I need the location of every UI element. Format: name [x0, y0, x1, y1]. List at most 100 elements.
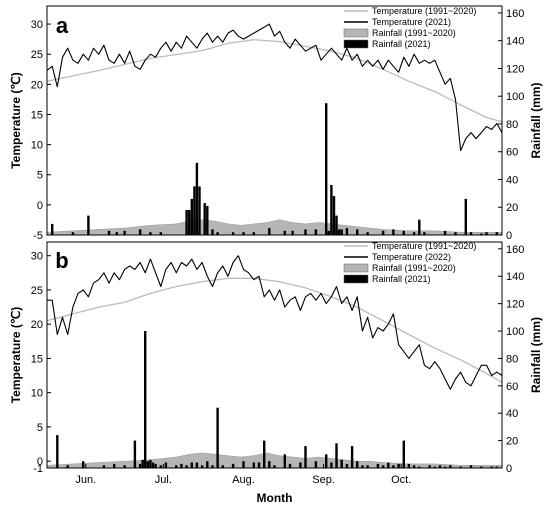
- rainfall-bar: [397, 463, 400, 468]
- legend-swatch: [343, 28, 369, 38]
- rainfall-bar: [115, 232, 118, 235]
- rainfall-bar: [200, 465, 204, 468]
- rainfall-bar: [146, 461, 149, 468]
- rainfall-bar: [190, 462, 193, 468]
- rainfall-bar: [412, 465, 416, 468]
- right-tick-label: 160: [506, 8, 524, 20]
- rainfall-bar: [314, 229, 318, 235]
- rainfall-bar: [423, 232, 426, 235]
- rainfall-bar: [113, 463, 116, 468]
- rainfall-bar: [242, 232, 245, 235]
- rainfall-bar: [402, 230, 405, 235]
- left-tick-label: 5: [37, 422, 43, 434]
- x-tick-label: Jul.: [155, 474, 172, 486]
- rainfall-bar: [443, 230, 447, 235]
- legend-label: Rainfall (1991~2020): [372, 28, 456, 38]
- x-tick-label: Aug.: [232, 474, 255, 486]
- series-line-temperature-2022: [47, 255, 503, 390]
- rainfall-bar: [480, 233, 483, 235]
- legend-label: Rainfall (2021): [372, 39, 431, 49]
- rainfall-bar: [304, 229, 307, 235]
- legend: Temperature (1991~2020)Temperature (2021…: [343, 6, 476, 49]
- plot-frame: [46, 5, 503, 236]
- rainfall-bar: [273, 465, 276, 468]
- right-tick-label: 80: [506, 119, 518, 131]
- left-tick-label: 20: [31, 319, 43, 331]
- rainfall-bar: [82, 461, 85, 468]
- rainfall-bar: [188, 210, 191, 235]
- rainfall-bar: [252, 462, 255, 468]
- y-axis-label-left: Temperature (℃): [9, 72, 23, 169]
- rainfall-bar: [195, 462, 199, 468]
- rainfall-bar: [443, 466, 447, 468]
- legend-swatch: [343, 39, 369, 49]
- right-tick-label: 20: [506, 436, 518, 448]
- rainfall-bar: [138, 229, 142, 235]
- left-tick-label: 30: [31, 19, 43, 31]
- rainfall-bar: [51, 223, 54, 235]
- rainfall-bar: [263, 440, 266, 468]
- right-tick-label: 40: [506, 408, 518, 420]
- rainfall-bar: [356, 461, 359, 468]
- rainfall-bar: [138, 463, 142, 468]
- legend-swatch: [343, 274, 369, 284]
- rainfall-bar: [291, 230, 294, 235]
- right-tick-label: 100: [506, 326, 524, 338]
- rainfall-bar: [325, 103, 328, 235]
- rainfall-bar: [195, 162, 199, 235]
- legend-label: Temperature (2022): [372, 252, 451, 262]
- series-bars-rainfall-2021: [56, 331, 498, 468]
- x-tick-label: Sep.: [312, 474, 335, 486]
- left-tick-label: 20: [31, 79, 43, 91]
- rainfall-bar: [66, 465, 69, 468]
- right-tick-label: 20: [506, 202, 518, 214]
- rainfall-bar: [495, 232, 498, 235]
- rainfall-bar: [154, 463, 157, 468]
- rainfall-bar: [185, 465, 188, 468]
- right-tick-label: 0: [506, 230, 512, 242]
- rainfall-bar: [407, 463, 411, 468]
- y-axis-label-left: Temperature (℃): [9, 307, 23, 404]
- left-tick-label: 0: [37, 456, 43, 468]
- rainfall-bar: [381, 465, 385, 468]
- rainfall-bar: [144, 331, 147, 468]
- rainfall-bar: [180, 463, 183, 468]
- right-tick-label: 40: [506, 174, 518, 186]
- x-tick-label: Jun.: [75, 474, 96, 486]
- panel-a: -5 0 5 10 15 20 25 30 0 20 40 60 80 100 120 140 160 Tempe…: [9, 5, 543, 242]
- legend-label: Temperature (1991~2020): [372, 6, 476, 16]
- rainfall-bar: [206, 205, 209, 235]
- y-axis-label-right: Rainfall (mm): [529, 317, 543, 393]
- rainfall-bar: [185, 210, 188, 235]
- right-tick-label: 60: [506, 147, 518, 159]
- rainfall-bar: [332, 196, 336, 235]
- rainfall-bar: [283, 230, 286, 235]
- legend-label: Rainfall (2021): [372, 274, 431, 284]
- rainfall-bar: [325, 454, 328, 468]
- rainfall-bar: [252, 232, 255, 235]
- right-tick-label: 140: [506, 271, 524, 283]
- rainfall-bar: [335, 215, 338, 235]
- rainfall-bar: [206, 461, 209, 468]
- legend-swatch: [343, 263, 369, 273]
- series-line-temperature-1991-2020: [46, 277, 503, 383]
- rainfall-bar: [159, 465, 162, 468]
- series-area-rainfall-1991-2020: [46, 219, 503, 236]
- rainfall-bar: [71, 232, 75, 235]
- left-tick-label: 0: [37, 200, 43, 212]
- right-tick-label: 60: [506, 381, 518, 393]
- left-tick-label: 30: [31, 251, 43, 263]
- rainfall-bar: [361, 465, 364, 468]
- rainfall-bar: [340, 229, 343, 235]
- rainfall-bar: [480, 466, 483, 468]
- legend-label: Temperature (2021): [372, 17, 451, 27]
- rainfall-bar: [56, 435, 59, 468]
- rainfall-bar: [345, 228, 349, 235]
- rainfall-bar: [490, 466, 493, 468]
- rainfall-bar: [428, 465, 431, 468]
- rainfall-bar: [327, 230, 330, 235]
- right-tick-label: 0: [506, 463, 512, 475]
- rainfall-bar: [381, 230, 385, 235]
- rainfall-bar: [231, 463, 235, 468]
- rainfall-bar: [123, 230, 126, 235]
